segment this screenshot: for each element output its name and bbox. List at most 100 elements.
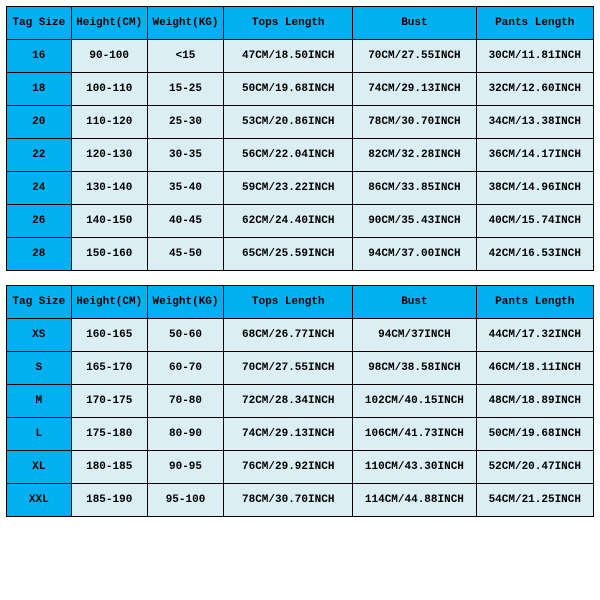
data-cell: 78CM/30.70INCH xyxy=(224,484,353,517)
data-cell: 68CM/26.77INCH xyxy=(224,319,353,352)
data-cell: 70CM/27.55INCH xyxy=(353,40,476,73)
data-cell: 100-110 xyxy=(71,73,147,106)
table-row: XL180-18590-9576CM/29.92INCH110CM/43.30I… xyxy=(7,451,594,484)
data-cell: 70-80 xyxy=(147,385,223,418)
data-cell: 50-60 xyxy=(147,319,223,352)
data-cell: 70CM/27.55INCH xyxy=(224,352,353,385)
table-row: XS160-16550-6068CM/26.77INCH94CM/37INCH4… xyxy=(7,319,594,352)
data-cell: 54CM/21.25INCH xyxy=(476,484,593,517)
column-header: Tag Size xyxy=(7,7,72,40)
data-cell: 170-175 xyxy=(71,385,147,418)
tag-size-cell: XS xyxy=(7,319,72,352)
data-cell: 50CM/19.68INCH xyxy=(476,418,593,451)
data-cell: 130-140 xyxy=(71,172,147,205)
data-cell: 60-70 xyxy=(147,352,223,385)
table-row: XXL185-19095-10078CM/30.70INCH114CM/44.8… xyxy=(7,484,594,517)
column-header: Tops Length xyxy=(224,7,353,40)
tag-size-cell: XXL xyxy=(7,484,72,517)
data-cell: 86CM/33.85INCH xyxy=(353,172,476,205)
data-cell: 110-120 xyxy=(71,106,147,139)
table-row: L175-18080-9074CM/29.13INCH106CM/41.73IN… xyxy=(7,418,594,451)
data-cell: 74CM/29.13INCH xyxy=(224,418,353,451)
size-chart-container: Tag SizeHeight(CM)Weight(KG)Tops LengthB… xyxy=(6,6,594,517)
column-header: Weight(KG) xyxy=(147,7,223,40)
data-cell: 59CM/23.22INCH xyxy=(224,172,353,205)
table-row: 26140-15040-4562CM/24.40INCH90CM/35.43IN… xyxy=(7,205,594,238)
data-cell: 56CM/22.04INCH xyxy=(224,139,353,172)
tag-size-cell: 18 xyxy=(7,73,72,106)
table-row: 28150-16045-5065CM/25.59INCH94CM/37.00IN… xyxy=(7,238,594,271)
data-cell: 72CM/28.34INCH xyxy=(224,385,353,418)
tag-size-cell: 26 xyxy=(7,205,72,238)
tag-size-cell: 20 xyxy=(7,106,72,139)
data-cell: 62CM/24.40INCH xyxy=(224,205,353,238)
data-cell: 48CM/18.89INCH xyxy=(476,385,593,418)
data-cell: 90-95 xyxy=(147,451,223,484)
data-cell: 47CM/18.50INCH xyxy=(224,40,353,73)
tag-size-cell: L xyxy=(7,418,72,451)
data-cell: 38CM/14.96INCH xyxy=(476,172,593,205)
table-row: 1690-100<1547CM/18.50INCH70CM/27.55INCH3… xyxy=(7,40,594,73)
data-cell: 98CM/38.58INCH xyxy=(353,352,476,385)
data-cell: 150-160 xyxy=(71,238,147,271)
data-cell: 140-150 xyxy=(71,205,147,238)
data-cell: 35-40 xyxy=(147,172,223,205)
data-cell: 90-100 xyxy=(71,40,147,73)
data-cell: 185-190 xyxy=(71,484,147,517)
table-row: S165-17060-7070CM/27.55INCH98CM/38.58INC… xyxy=(7,352,594,385)
data-cell: 30-35 xyxy=(147,139,223,172)
data-cell: 90CM/35.43INCH xyxy=(353,205,476,238)
column-header: Weight(KG) xyxy=(147,286,223,319)
data-cell: 65CM/25.59INCH xyxy=(224,238,353,271)
data-cell: 82CM/32.28INCH xyxy=(353,139,476,172)
data-cell: 94CM/37.00INCH xyxy=(353,238,476,271)
table-row: 18100-11015-2550CM/19.68INCH74CM/29.13IN… xyxy=(7,73,594,106)
data-cell: 50CM/19.68INCH xyxy=(224,73,353,106)
data-cell: 102CM/40.15INCH xyxy=(353,385,476,418)
column-header: Tag Size xyxy=(7,286,72,319)
data-cell: 42CM/16.53INCH xyxy=(476,238,593,271)
tag-size-cell: 28 xyxy=(7,238,72,271)
size-table: Tag SizeHeight(CM)Weight(KG)Tops LengthB… xyxy=(6,285,594,517)
data-cell: 52CM/20.47INCH xyxy=(476,451,593,484)
data-cell: 175-180 xyxy=(71,418,147,451)
column-header: Pants Length xyxy=(476,286,593,319)
data-cell: 180-185 xyxy=(71,451,147,484)
data-cell: 114CM/44.88INCH xyxy=(353,484,476,517)
table-row: 22120-13030-3556CM/22.04INCH82CM/32.28IN… xyxy=(7,139,594,172)
data-cell: 120-130 xyxy=(71,139,147,172)
data-cell: 44CM/17.32INCH xyxy=(476,319,593,352)
data-cell: 36CM/14.17INCH xyxy=(476,139,593,172)
data-cell: 110CM/43.30INCH xyxy=(353,451,476,484)
column-header: Tops Length xyxy=(224,286,353,319)
tag-size-cell: M xyxy=(7,385,72,418)
column-header: Bust xyxy=(353,286,476,319)
data-cell: 95-100 xyxy=(147,484,223,517)
tag-size-cell: S xyxy=(7,352,72,385)
table-row: M170-17570-8072CM/28.34INCH102CM/40.15IN… xyxy=(7,385,594,418)
table-row: 20110-12025-3053CM/20.86INCH78CM/30.70IN… xyxy=(7,106,594,139)
data-cell: 40-45 xyxy=(147,205,223,238)
data-cell: 76CM/29.92INCH xyxy=(224,451,353,484)
data-cell: 25-30 xyxy=(147,106,223,139)
column-header: Pants Length xyxy=(476,7,593,40)
tag-size-cell: 24 xyxy=(7,172,72,205)
tag-size-cell: XL xyxy=(7,451,72,484)
table-row: 24130-14035-4059CM/23.22INCH86CM/33.85IN… xyxy=(7,172,594,205)
data-cell: 15-25 xyxy=(147,73,223,106)
data-cell: 32CM/12.60INCH xyxy=(476,73,593,106)
data-cell: 78CM/30.70INCH xyxy=(353,106,476,139)
data-cell: 40CM/15.74INCH xyxy=(476,205,593,238)
data-cell: <15 xyxy=(147,40,223,73)
tag-size-cell: 22 xyxy=(7,139,72,172)
data-cell: 46CM/18.11INCH xyxy=(476,352,593,385)
data-cell: 34CM/13.38INCH xyxy=(476,106,593,139)
data-cell: 160-165 xyxy=(71,319,147,352)
data-cell: 45-50 xyxy=(147,238,223,271)
data-cell: 106CM/41.73INCH xyxy=(353,418,476,451)
table-gap xyxy=(6,271,594,285)
data-cell: 53CM/20.86INCH xyxy=(224,106,353,139)
data-cell: 94CM/37INCH xyxy=(353,319,476,352)
data-cell: 30CM/11.81INCH xyxy=(476,40,593,73)
column-header: Height(CM) xyxy=(71,286,147,319)
